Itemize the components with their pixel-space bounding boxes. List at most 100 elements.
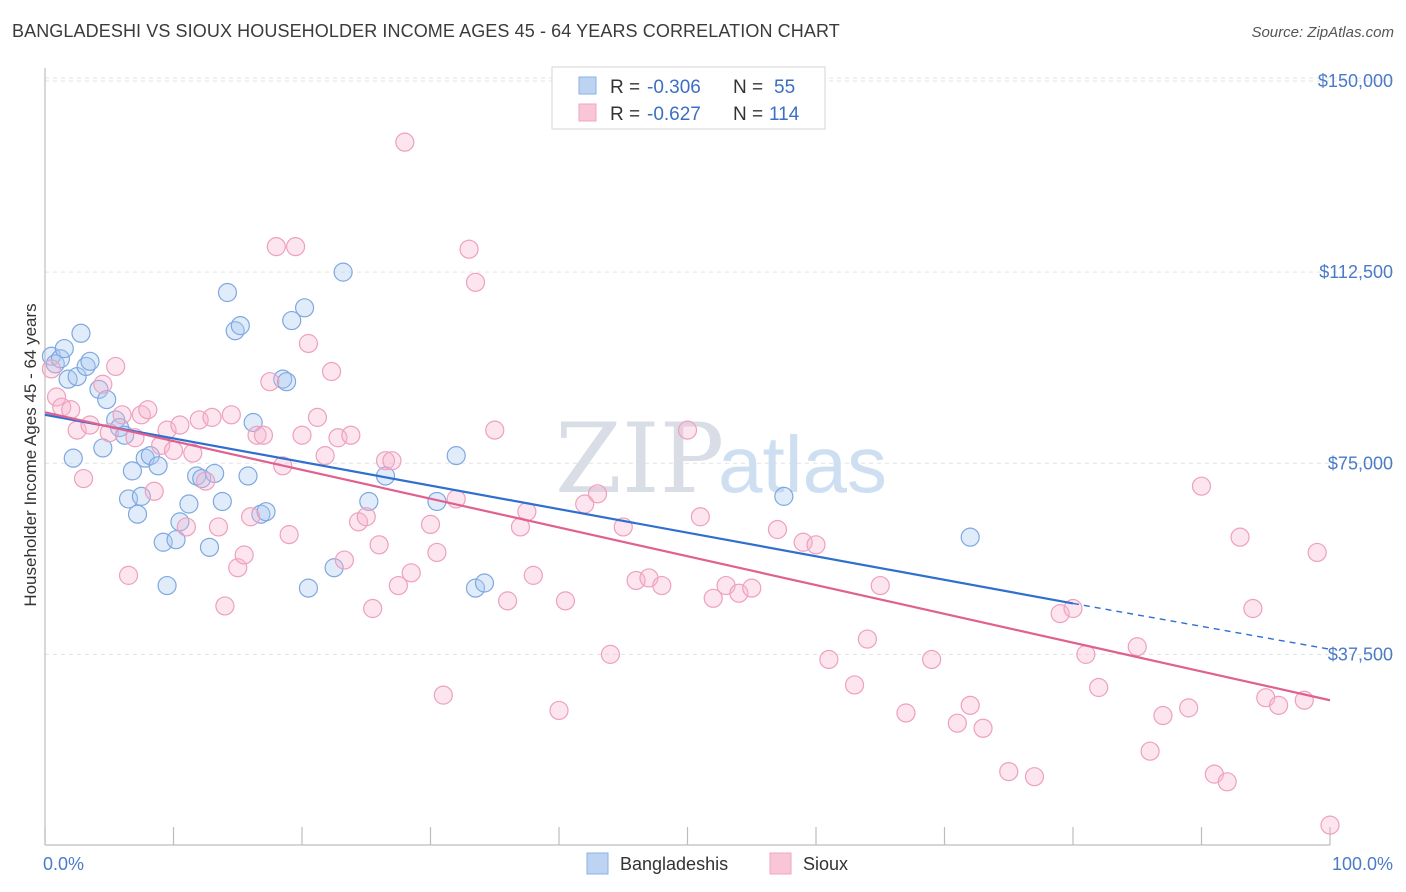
sioux-point-95	[1050, 604, 1070, 624]
bangladeshi-point-19	[131, 486, 151, 506]
bangladeshi-point-44	[298, 578, 319, 598]
y-tick-labels: $150,000 $112,500 $75,000 $37,500	[1318, 71, 1393, 664]
sioux-point-109	[1268, 695, 1289, 715]
sioux-point-85	[844, 675, 865, 695]
bangladeshi-point-1	[45, 354, 65, 374]
bangladeshi-point-26	[170, 512, 190, 532]
bangladeshi-point-32	[212, 491, 232, 512]
bangladeshi-point-52	[474, 573, 495, 593]
sioux-point-7	[93, 374, 113, 394]
bangladeshi-point-47	[359, 491, 379, 512]
x-tick-label-1: 100.0%	[1332, 854, 1393, 874]
sioux-point-13	[131, 405, 151, 425]
sioux-point-47	[356, 507, 376, 527]
legend-n-value-1: 55	[774, 77, 795, 98]
sioux-point-42	[321, 361, 342, 382]
sioux-point-111	[1307, 542, 1327, 563]
sioux-point-24	[202, 407, 222, 427]
bangladeshi-point-7	[71, 323, 91, 343]
x-tick-label-0: 0.0%	[43, 854, 84, 874]
bangladeshi-point-25	[166, 530, 186, 550]
sioux-point-80	[742, 578, 762, 598]
trend-lines	[44, 411, 1331, 702]
sioux-point-51	[382, 451, 402, 471]
sioux-point-40	[307, 407, 328, 427]
bangladeshi-point-43	[294, 298, 315, 318]
y-tick-label-2: $75,000	[1328, 453, 1393, 473]
sioux-point-29	[234, 545, 254, 565]
sioux-point-107	[1243, 598, 1263, 619]
legend-r-label-1: R =	[610, 77, 640, 98]
sioux-point-36	[279, 525, 299, 545]
bangladeshi-point-10	[89, 379, 109, 399]
sioux-point-37	[285, 237, 306, 257]
sioux-point-44	[334, 550, 355, 570]
bangladeshi-point-50	[446, 446, 466, 466]
bangladeshi-point-30	[199, 537, 220, 557]
bangladeshi-point-27	[179, 494, 199, 514]
sioux-point-91	[960, 695, 980, 715]
y-tick-label-3: $37,500	[1328, 644, 1393, 664]
sioux-point-9	[106, 356, 126, 377]
sioux-point-31	[247, 425, 267, 445]
bangladeshi-point-51	[465, 578, 486, 598]
sioux-point-112	[1320, 815, 1340, 835]
sioux-point-27	[221, 405, 241, 425]
sioux-point-50	[375, 451, 396, 471]
sioux-point-87	[870, 575, 890, 596]
sioux-point-98	[1089, 677, 1109, 698]
y-tick-label-0: $150,000	[1318, 71, 1393, 91]
sioux-point-0	[41, 359, 62, 379]
sioux-point-93	[999, 761, 1019, 782]
watermark-zip: ZIP	[555, 403, 724, 515]
sioux-point-30	[241, 507, 261, 527]
bottom-legend: Bangladeshis Sioux	[586, 852, 848, 875]
sioux-point-88	[896, 703, 916, 723]
sioux-point-86	[857, 629, 878, 649]
sioux-point-62	[498, 591, 518, 611]
sioux-point-61	[485, 420, 505, 440]
sioux-point-67	[555, 591, 576, 611]
grid-lines	[45, 77, 1395, 655]
sioux-point-57	[433, 685, 453, 705]
sioux-point-84	[819, 649, 839, 670]
sioux-point-97	[1076, 644, 1096, 664]
sioux-point-99	[1127, 637, 1147, 657]
sioux-point-1	[46, 387, 67, 407]
sioux-point-101	[1153, 705, 1173, 726]
sioux-point-14	[138, 400, 158, 420]
sioux-point-39	[298, 333, 319, 354]
bottom-legend-swatch-bangladeshis	[586, 852, 609, 875]
bottom-legend-label-sioux: Sioux	[803, 854, 848, 874]
chart-title: BANGLADESHI VS SIOUX HOUSEHOLDER INCOME …	[12, 21, 840, 41]
bangladeshi-point-33	[217, 282, 238, 303]
chart-source: Source: ZipAtlas.com	[1251, 24, 1394, 41]
sioux-point-77	[703, 588, 723, 608]
bangladeshi-point-22	[148, 456, 168, 476]
legend-n-value-2: 114	[769, 104, 800, 125]
sioux-point-60	[465, 272, 486, 292]
sioux-point-20	[176, 517, 196, 537]
sioux-point-66	[549, 700, 569, 721]
sioux-point-32	[253, 425, 274, 445]
sioux-point-54	[401, 563, 421, 583]
sioux-point-49	[369, 535, 389, 555]
sioux-point-23	[196, 471, 216, 491]
bangladeshi-point-35	[230, 316, 250, 336]
sioux-point-106	[1230, 527, 1250, 547]
sioux-point-10	[112, 405, 132, 425]
legend-n-label-2: N =	[733, 104, 763, 125]
sioux-point-105	[1217, 772, 1237, 792]
bangladeshi-point-21	[140, 446, 160, 466]
sioux-point-21	[183, 443, 203, 463]
sioux-point-45	[341, 425, 361, 445]
sioux-point-70	[600, 644, 621, 664]
sioux-point-92	[973, 718, 993, 738]
legend-swatch-bangladeshis	[578, 76, 597, 95]
sioux-point-15	[144, 481, 164, 501]
sioux-point-19	[170, 415, 190, 435]
legend-swatch-sioux	[578, 103, 597, 122]
sioux-point-48	[363, 598, 383, 619]
axes	[44, 68, 1331, 846]
bangladeshi-point-41	[276, 372, 297, 392]
